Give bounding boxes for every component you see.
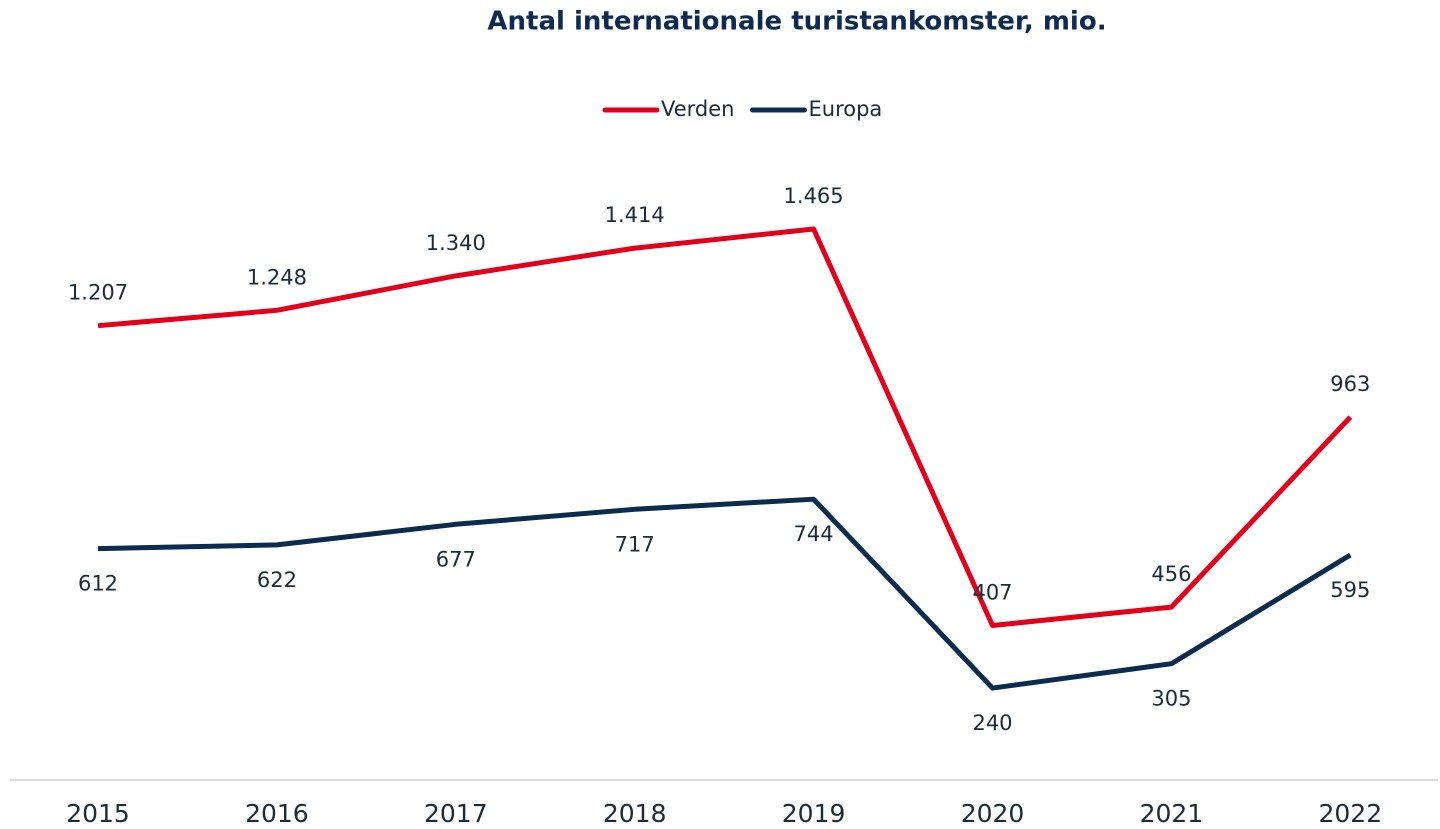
data-label: 240: [972, 711, 1012, 735]
data-label: 744: [794, 522, 834, 546]
x-tick-label: 2022: [1318, 799, 1382, 828]
x-tick-label: 2020: [961, 799, 1025, 828]
data-label: 717: [615, 532, 655, 556]
data-label: 1.414: [605, 203, 665, 227]
legend-label: Europa: [808, 97, 882, 121]
chart-title: Antal internationale turistankomster, mi…: [487, 7, 1106, 37]
data-label: 407: [972, 580, 1012, 604]
data-label: 1.465: [784, 184, 844, 208]
series-line: [97, 496, 1352, 691]
data-label: 1.340: [426, 231, 486, 255]
data-label: 677: [436, 547, 476, 571]
legend-label: Verden: [661, 97, 734, 121]
data-label: 612: [78, 572, 118, 596]
x-tick-label: 2018: [603, 799, 667, 828]
data-label: 456: [1151, 562, 1191, 586]
x-tick-label: 2019: [782, 799, 846, 828]
data-label: 1.207: [68, 281, 128, 305]
data-label: 305: [1151, 687, 1191, 711]
data-label: 1.248: [247, 265, 307, 289]
x-tick-label: 2017: [424, 799, 488, 828]
data-label: 622: [257, 568, 297, 592]
series-line: [97, 226, 1353, 628]
x-tick-label: 2021: [1140, 799, 1204, 828]
data-label: 595: [1330, 578, 1370, 602]
x-tick-label: 2016: [245, 799, 309, 828]
data-label: 963: [1330, 372, 1370, 396]
x-tick-label: 2015: [66, 799, 130, 828]
